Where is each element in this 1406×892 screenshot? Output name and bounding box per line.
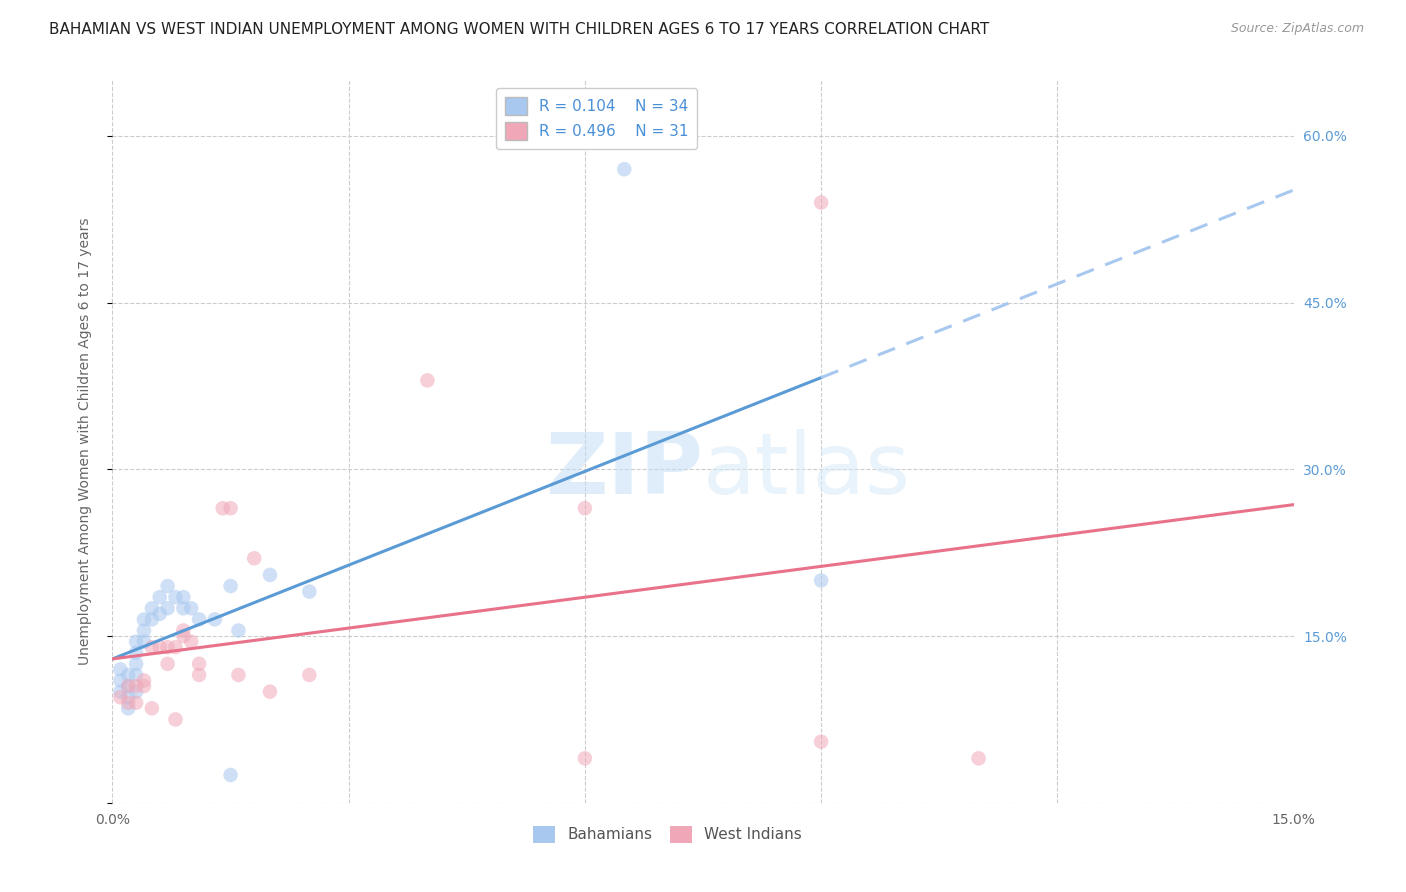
Point bbox=[228, 624, 250, 638]
Point bbox=[219, 579, 242, 593]
Point bbox=[810, 574, 832, 588]
Point bbox=[117, 679, 139, 693]
Point bbox=[188, 657, 211, 671]
Point bbox=[141, 640, 163, 655]
Point bbox=[243, 551, 266, 566]
Point bbox=[172, 624, 194, 638]
Point bbox=[149, 640, 172, 655]
Point bbox=[188, 612, 211, 626]
Point bbox=[149, 590, 172, 604]
Point bbox=[967, 751, 990, 765]
Point bbox=[132, 612, 155, 626]
Point bbox=[117, 679, 139, 693]
Point bbox=[132, 673, 155, 688]
Point bbox=[132, 624, 155, 638]
Point bbox=[219, 768, 242, 782]
Point bbox=[110, 662, 132, 676]
Point bbox=[298, 668, 321, 682]
Point bbox=[156, 657, 179, 671]
Point bbox=[259, 684, 281, 698]
Point bbox=[165, 713, 187, 727]
Point bbox=[298, 584, 321, 599]
Point bbox=[172, 590, 194, 604]
Point bbox=[810, 734, 832, 748]
Point bbox=[149, 607, 172, 621]
Point bbox=[172, 629, 194, 643]
Point bbox=[416, 373, 439, 387]
Point bbox=[125, 684, 148, 698]
Text: ZIP: ZIP bbox=[546, 429, 703, 512]
Point bbox=[117, 690, 139, 705]
Point bbox=[574, 751, 596, 765]
Point bbox=[117, 668, 139, 682]
Point bbox=[132, 679, 155, 693]
Point bbox=[165, 590, 187, 604]
Point bbox=[613, 162, 636, 177]
Text: atlas: atlas bbox=[703, 429, 911, 512]
Point bbox=[165, 640, 187, 655]
Point bbox=[125, 657, 148, 671]
Point bbox=[117, 696, 139, 710]
Point bbox=[259, 568, 281, 582]
Point bbox=[141, 701, 163, 715]
Point bbox=[110, 690, 132, 705]
Point bbox=[125, 696, 148, 710]
Point bbox=[125, 634, 148, 648]
Point bbox=[810, 195, 832, 210]
Point bbox=[132, 634, 155, 648]
Text: Source: ZipAtlas.com: Source: ZipAtlas.com bbox=[1230, 22, 1364, 36]
Point bbox=[125, 646, 148, 660]
Point bbox=[228, 668, 250, 682]
Point bbox=[204, 612, 226, 626]
Point bbox=[188, 668, 211, 682]
Text: BAHAMIAN VS WEST INDIAN UNEMPLOYMENT AMONG WOMEN WITH CHILDREN AGES 6 TO 17 YEAR: BAHAMIAN VS WEST INDIAN UNEMPLOYMENT AMO… bbox=[49, 22, 990, 37]
Point bbox=[110, 684, 132, 698]
Legend: Bahamians, West Indians: Bahamians, West Indians bbox=[527, 820, 808, 849]
Point bbox=[125, 668, 148, 682]
Point bbox=[110, 673, 132, 688]
Point bbox=[125, 679, 148, 693]
Point bbox=[211, 501, 233, 516]
Point bbox=[180, 634, 202, 648]
Point bbox=[574, 501, 596, 516]
Point bbox=[172, 601, 194, 615]
Point bbox=[156, 579, 179, 593]
Point bbox=[219, 501, 242, 516]
Point bbox=[141, 612, 163, 626]
Y-axis label: Unemployment Among Women with Children Ages 6 to 17 years: Unemployment Among Women with Children A… bbox=[77, 218, 91, 665]
Point bbox=[141, 601, 163, 615]
Point bbox=[117, 701, 139, 715]
Point bbox=[156, 640, 179, 655]
Point bbox=[156, 601, 179, 615]
Point bbox=[180, 601, 202, 615]
